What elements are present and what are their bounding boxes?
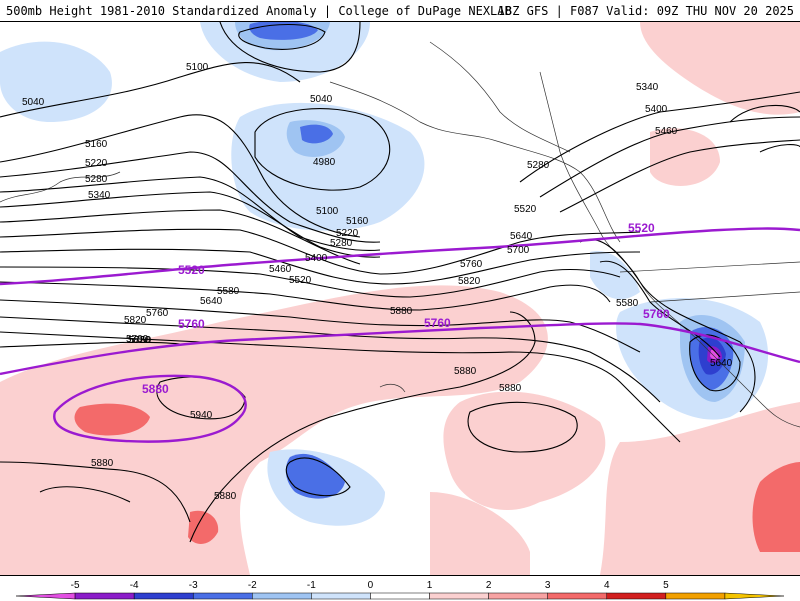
contour-label: 5100 [316,206,339,217]
negative-anomaly-region [0,42,112,122]
contour-label: 5460 [269,264,292,275]
positive-anomaly-region [443,392,605,510]
colorbar-segment [666,593,725,599]
colorbar-segment [725,593,784,599]
colorbar-segment [489,593,548,599]
contour-label: 5100 [186,62,209,73]
colorbar-segment [252,593,311,599]
colorbar-graphic: -5 -4 -3 -2 -1 0 1 2 3 4 5 [0,576,800,601]
colorbar-segment [193,593,252,599]
contour-label: 5880 [454,366,477,377]
contour-label: 5280 [330,238,353,249]
contour-label: 5880 [390,306,413,317]
contour-label: 5340 [636,82,659,93]
model-run-info: 18Z GFS | F087 Valid: 09Z THU NOV 20 202… [498,4,794,18]
contour-label: 5820 [458,276,481,287]
contour-label: 5820 [124,315,147,326]
colorbar-tick-label: 5 [663,580,669,591]
colorbar-tick-label: -2 [248,580,257,591]
contour-label: 5280 [85,174,108,185]
colorbar-segment [607,593,666,599]
contour-label: 5700 [507,245,530,256]
contour-label: 5820 [128,335,151,346]
colorbar-segment [16,593,75,599]
highlight-contour-label: 5520 [628,221,655,235]
contour-label: 5760 [146,308,169,319]
contour-label: 5280 [527,160,550,171]
contour-label: 5160 [346,216,369,227]
anomaly-map: 5040 5100 5040 4980 5160 5220 5280 5340 … [0,22,800,575]
colorbar-tick-label: 0 [368,580,374,591]
map-header: 500mb Height 1981-2010 Standardized Anom… [0,0,800,22]
map-title: 500mb Height 1981-2010 Standardized Anom… [6,4,512,18]
colorbar-segment [430,593,489,599]
contour-label: 5760 [460,259,483,270]
colorbar-tick-label: 4 [604,580,610,591]
contour-label: 5880 [499,383,522,394]
highlight-contour-label: 5520 [178,263,205,277]
contour-label: 5640 [710,358,733,369]
contour-label: 5460 [655,126,678,137]
contour-label: 5580 [616,298,639,309]
contour-label: 5400 [645,104,668,115]
colorbar-tick-label: 3 [545,580,551,591]
contour-label: 5640 [510,231,533,242]
colorbar-tick-label: -4 [130,580,139,591]
colorbar-segment [311,593,370,599]
contour-label: 5040 [22,97,45,108]
contour-label: 5160 [85,139,108,150]
contour-label: 5940 [190,410,213,421]
highlight-contour-label: 5760 [643,307,670,321]
colorbar-tick-label: -5 [71,580,80,591]
contour-label: 5520 [289,275,312,286]
contour-label: 5640 [200,296,223,307]
colorbar-tick-label: 2 [486,580,492,591]
contour-label: 5340 [88,190,111,201]
contour-label: 5520 [514,204,537,215]
colorbar-segment [370,593,429,599]
contour-label: 5220 [85,158,108,169]
contour-label: 5880 [91,458,114,469]
contour-label: 4980 [313,157,336,168]
contour-label: 5400 [305,253,328,264]
contour-label: 5880 [214,491,237,502]
highlight-contour-label: 5760 [424,316,451,330]
colorbar-tick-label: -3 [189,580,198,591]
colorbar-segment [134,593,193,599]
anomaly-shading [0,22,800,575]
highlight-contour-label: 5880 [142,382,169,396]
colorbar-tick-label: -1 [307,580,316,591]
colorbar-segment [548,593,607,599]
colorbar-tick-label: 1 [427,580,433,591]
colorbar-segment [75,593,134,599]
contour-label: 5040 [310,94,333,105]
colorbar: -5 -4 -3 -2 -1 0 1 2 3 4 5 [0,575,800,600]
positive-anomaly-region [640,22,800,115]
highlight-contour-label: 5760 [178,317,205,331]
